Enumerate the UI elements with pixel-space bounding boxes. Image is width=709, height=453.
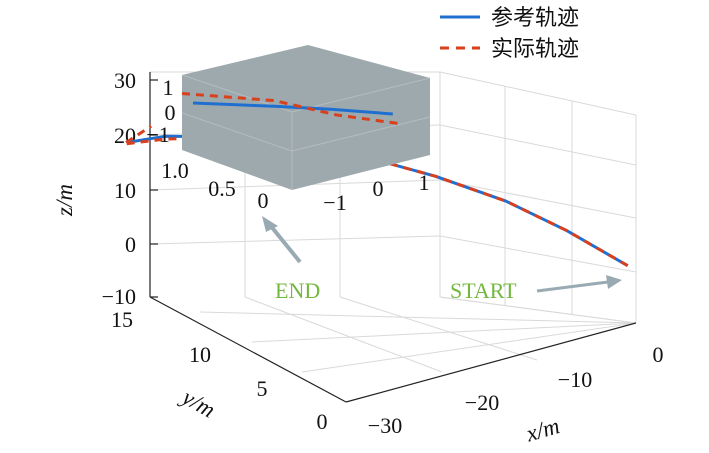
inset-box-edge — [291, 116, 431, 152]
z-tick-label: 0 — [125, 232, 136, 257]
x-tick-labels: −30 −20 −10 0 — [368, 342, 664, 438]
grid-line — [439, 71, 637, 116]
grid-line — [251, 322, 637, 343]
z-tick-labels: 30 20 10 0 −10 — [102, 68, 136, 309]
z-tick-label: −10 — [102, 284, 136, 309]
x-tick-label: 0 — [653, 342, 664, 367]
legend-label-actual: 实际轨迹 — [491, 37, 579, 62]
y-tick-label: 15 — [111, 307, 133, 332]
y-tick-label: 5 — [257, 376, 268, 401]
series-line-actual — [181, 92, 399, 125]
inset-z-tick-label: 1 — [163, 75, 174, 100]
inset-series-group — [181, 92, 399, 125]
start-arrow-head — [606, 275, 622, 289]
end-annotation: END — [275, 278, 320, 303]
z-axis-label: z/m — [52, 184, 77, 217]
x-tick-label: −30 — [368, 413, 402, 438]
y-tick-label: 10 — [189, 342, 211, 367]
x-axis-line — [345, 322, 637, 403]
x-axis-label: x/m — [523, 413, 563, 446]
inset-x-tick-label: 0 — [373, 176, 384, 201]
legend-label-reference: 参考轨迹 — [491, 6, 579, 31]
y-axis-line — [149, 296, 347, 403]
series-line-reference — [192, 101, 393, 116]
start-annotation: START — [450, 278, 517, 303]
inset-plot: 1 0 −1 1.0 0.5 0 −1 0 1 — [146, 45, 431, 215]
y-tick-labels: 15 10 5 0 — [111, 307, 328, 434]
inset-x-tick-label: 1 — [419, 170, 430, 195]
annotations: END START — [262, 216, 622, 303]
y-axis-label: y/m — [176, 383, 219, 422]
grid-line — [301, 322, 637, 373]
grid-line — [439, 296, 637, 324]
axes — [149, 72, 637, 403]
grid-line — [244, 296, 443, 373]
inset-z-tick-label: −1 — [146, 122, 169, 147]
start-arrow-shaft — [536, 280, 609, 293]
z-tick-label: 10 — [114, 178, 136, 203]
inset-x-tick-label: −1 — [323, 190, 346, 215]
x-tick-label: −10 — [558, 367, 592, 392]
end-arrow-shaft — [268, 223, 302, 264]
grid-line — [439, 235, 637, 273]
inset-z-tick-label: 0 — [165, 100, 176, 125]
end-arrow-head — [262, 216, 278, 232]
z-tick-label: 30 — [114, 68, 136, 93]
inset-y-tick-label: 0.5 — [208, 176, 236, 201]
inset-y-tick-label: 1.0 — [161, 158, 189, 183]
grid-line — [439, 179, 637, 219]
inset-y-tick-label: 0 — [258, 188, 269, 213]
grid-panels — [149, 71, 637, 373]
grid-line — [149, 235, 441, 245]
inset-box-edge — [181, 112, 293, 152]
grid-line — [339, 296, 538, 361]
grid-line — [199, 311, 637, 324]
y-tick-label: 0 — [317, 409, 328, 434]
legend: 参考轨迹 实际轨迹 — [440, 6, 579, 62]
grid-line — [439, 124, 637, 166]
inset-box — [182, 45, 430, 190]
x-tick-label: −20 — [465, 390, 499, 415]
